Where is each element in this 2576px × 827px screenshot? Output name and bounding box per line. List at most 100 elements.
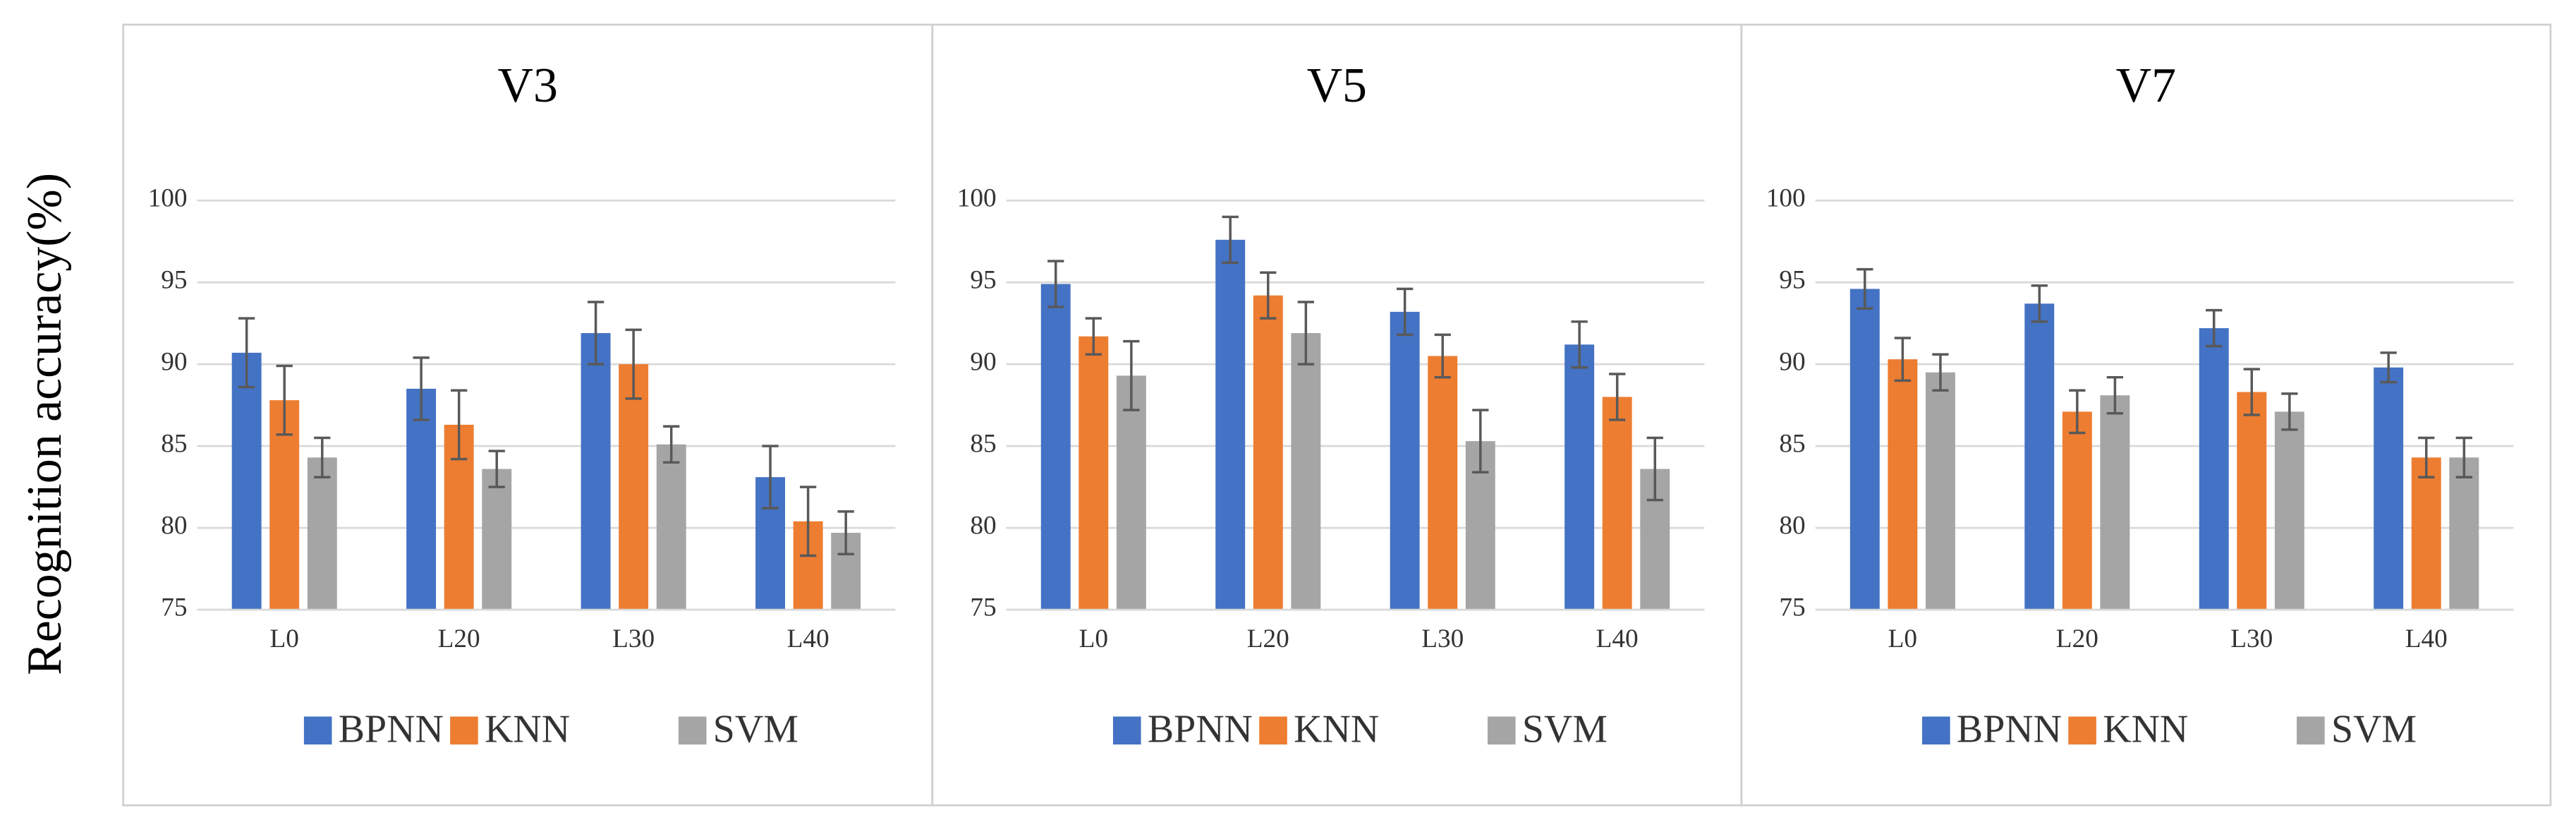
legend-label: SVM bbox=[2331, 708, 2417, 751]
error-bar bbox=[2243, 368, 2260, 416]
legend-label: BPNN bbox=[1148, 708, 1253, 751]
error-bar bbox=[799, 485, 817, 557]
legend-label: SVM bbox=[713, 708, 798, 751]
bar bbox=[1040, 284, 1071, 610]
bar bbox=[482, 469, 512, 610]
error-bar bbox=[1472, 409, 1489, 473]
legend-swatch bbox=[2297, 716, 2325, 745]
error-bar bbox=[1857, 267, 1873, 310]
x-tick-label: L40 bbox=[1596, 624, 1639, 653]
bar bbox=[1602, 397, 1632, 610]
y-tick-label: 75 bbox=[970, 593, 996, 622]
x-tick-label: L40 bbox=[787, 624, 830, 653]
bar bbox=[231, 352, 262, 610]
error-bar bbox=[276, 364, 293, 436]
error-bar bbox=[762, 445, 779, 510]
legend-swatch bbox=[678, 716, 707, 745]
bar bbox=[2062, 411, 2092, 610]
y-tick-label: 90 bbox=[1779, 348, 1805, 377]
error-bar bbox=[1571, 320, 1588, 369]
y-tick-label: 90 bbox=[161, 348, 187, 377]
error-bar bbox=[1646, 436, 1663, 502]
error-bar bbox=[1123, 339, 1140, 411]
bar bbox=[406, 388, 437, 610]
bar bbox=[1253, 295, 1283, 610]
bar bbox=[1849, 289, 1880, 610]
bar bbox=[2237, 392, 2267, 610]
error-bar bbox=[2206, 308, 2223, 348]
legend-label: BPNN bbox=[339, 708, 444, 751]
chart-title: V5 bbox=[1307, 59, 1367, 113]
x-tick-label: L30 bbox=[1421, 624, 1464, 653]
error-bar bbox=[837, 510, 854, 555]
error-bar bbox=[2069, 389, 2086, 435]
bar bbox=[2411, 457, 2441, 610]
error-bar bbox=[1222, 215, 1239, 265]
error-bar bbox=[413, 356, 430, 421]
x-tick-label: L40 bbox=[2405, 624, 2448, 653]
chart-panel: V7 75 80 85 90 95 100 L0 L20 L30 L40 BPNN KNN SVM bbox=[1740, 23, 2552, 807]
error-bar bbox=[663, 425, 680, 464]
y-tick-label: 95 bbox=[161, 266, 187, 295]
error-bar bbox=[1932, 353, 1949, 392]
bar bbox=[1428, 356, 1458, 610]
y-tick-label: 80 bbox=[1779, 512, 1805, 541]
y-tick-label: 95 bbox=[970, 266, 996, 295]
bar bbox=[1565, 344, 1595, 610]
legend-label: KNN bbox=[1294, 708, 1379, 751]
bar bbox=[1888, 359, 1918, 610]
bar bbox=[581, 333, 611, 610]
bar bbox=[2374, 367, 2404, 610]
bar bbox=[2199, 328, 2229, 610]
chart-panel: V3 75 80 85 90 95 100 L0 L20 L30 L40 BPNN KNN SVM bbox=[122, 23, 934, 807]
error-bar bbox=[1894, 337, 1912, 382]
y-tick-label: 95 bbox=[1779, 266, 1805, 295]
bar bbox=[307, 457, 337, 610]
error-bar bbox=[2418, 436, 2435, 478]
y-tick-label: 100 bbox=[957, 184, 997, 213]
x-tick-label: L0 bbox=[1079, 624, 1108, 653]
legend-swatch bbox=[450, 716, 478, 745]
y-tick-label: 100 bbox=[148, 184, 188, 213]
x-tick-label: L0 bbox=[1888, 624, 1917, 653]
y-tick-label: 85 bbox=[970, 430, 996, 459]
legend-swatch bbox=[2068, 716, 2096, 745]
error-bar bbox=[451, 389, 468, 461]
error-bar bbox=[1297, 301, 1314, 366]
chart-title: V7 bbox=[2116, 59, 2176, 113]
bar bbox=[1215, 239, 1246, 610]
legend-swatch bbox=[1112, 716, 1141, 745]
y-tick-label: 80 bbox=[970, 512, 996, 541]
error-bar bbox=[488, 449, 505, 488]
legend-label: KNN bbox=[485, 708, 570, 751]
legend-label: SVM bbox=[1522, 708, 1608, 751]
legend-swatch bbox=[1487, 716, 1516, 745]
x-tick-label: L30 bbox=[2230, 624, 2273, 653]
x-tick-label: L30 bbox=[612, 624, 655, 653]
y-tick-label: 80 bbox=[161, 512, 187, 541]
bar bbox=[656, 444, 686, 610]
error-bar bbox=[238, 317, 255, 389]
bar bbox=[1925, 372, 1955, 610]
y-tick-label: 85 bbox=[161, 430, 187, 459]
x-tick-label: L20 bbox=[2056, 624, 2098, 653]
bar bbox=[2274, 411, 2304, 610]
legend-swatch bbox=[303, 716, 332, 745]
error-bar bbox=[2455, 436, 2472, 478]
bar bbox=[2024, 303, 2055, 610]
bar bbox=[1291, 333, 1321, 610]
error-bar bbox=[2380, 351, 2397, 384]
error-bar bbox=[2281, 392, 2298, 431]
bar bbox=[2449, 457, 2479, 610]
y-tick-label: 75 bbox=[161, 593, 187, 622]
error-bar bbox=[2106, 375, 2124, 415]
error-bar bbox=[625, 328, 642, 400]
legend-swatch bbox=[1922, 716, 1950, 745]
y-tick-label: 90 bbox=[970, 348, 996, 377]
error-bar bbox=[2031, 284, 2048, 323]
x-tick-label: L0 bbox=[270, 624, 299, 653]
x-tick-label: L20 bbox=[1247, 624, 1289, 653]
